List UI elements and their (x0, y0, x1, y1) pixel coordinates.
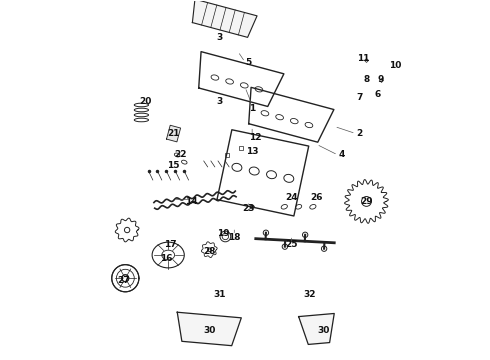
Text: 3: 3 (217, 33, 223, 42)
Text: 14: 14 (185, 197, 198, 206)
Text: 18: 18 (228, 233, 241, 242)
Text: 31: 31 (214, 290, 226, 299)
Text: 30: 30 (318, 325, 330, 334)
Text: 16: 16 (160, 254, 172, 263)
Text: 4: 4 (338, 150, 344, 159)
Text: 13: 13 (246, 147, 258, 156)
Text: 9: 9 (378, 76, 384, 85)
Text: 5: 5 (245, 58, 252, 67)
Text: 1: 1 (249, 104, 255, 113)
Text: 22: 22 (174, 150, 187, 159)
Text: 3: 3 (217, 97, 223, 106)
Text: 12: 12 (249, 132, 262, 141)
Text: 6: 6 (374, 90, 380, 99)
Text: 7: 7 (356, 93, 363, 102)
Polygon shape (167, 125, 181, 142)
Text: 15: 15 (167, 161, 180, 170)
Text: 30: 30 (203, 325, 216, 334)
Text: 17: 17 (164, 240, 176, 249)
Text: 2: 2 (356, 129, 363, 138)
Text: 27: 27 (117, 275, 130, 284)
Text: 23: 23 (243, 204, 255, 213)
Text: 26: 26 (310, 193, 323, 202)
Text: 25: 25 (285, 240, 298, 249)
Text: 24: 24 (285, 193, 298, 202)
Polygon shape (298, 314, 334, 345)
Polygon shape (193, 0, 257, 37)
Text: 21: 21 (167, 129, 180, 138)
Text: 32: 32 (303, 290, 316, 299)
Text: 28: 28 (203, 247, 216, 256)
Text: 29: 29 (360, 197, 373, 206)
Text: 11: 11 (357, 54, 369, 63)
Text: 20: 20 (139, 97, 151, 106)
Text: 8: 8 (363, 76, 369, 85)
Text: 10: 10 (389, 61, 401, 70)
Polygon shape (177, 312, 241, 346)
Text: 19: 19 (217, 229, 230, 238)
